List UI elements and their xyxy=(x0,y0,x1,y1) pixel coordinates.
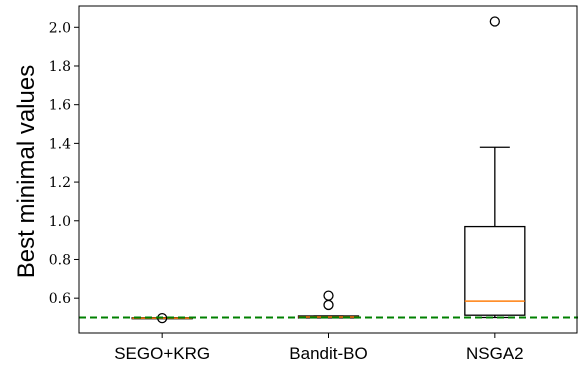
box-2 xyxy=(464,16,526,319)
x-tick-label: Bandit-BO xyxy=(289,344,367,363)
x-axis-ticks: SEGO+KRG Bandit-BO NSGA2 xyxy=(114,333,524,363)
x-tick-label: NSGA2 xyxy=(466,344,524,363)
box-body xyxy=(464,225,526,316)
y-axis-ticks: 0.6 0.8 1.0 1.2 1.4 1.6 1.8 2.0 xyxy=(49,20,79,307)
outlier-point xyxy=(323,290,334,301)
plot-frame xyxy=(78,5,578,334)
y-axis-label: Best minimal values xyxy=(13,65,40,278)
y-tick-label: 2.0 xyxy=(49,20,71,36)
x-tick-label: SEGO+KRG xyxy=(114,344,210,363)
y-tick-label: 0.6 xyxy=(49,291,71,307)
y-tick-label: 0.8 xyxy=(49,252,71,268)
outlier-point xyxy=(489,16,500,27)
outlier-point xyxy=(323,299,334,311)
y-tick-label: 1.2 xyxy=(49,175,71,191)
y-tick-label: 1.4 xyxy=(49,136,71,152)
y-tick-label: 1.0 xyxy=(49,214,71,230)
y-tick-label: 1.6 xyxy=(49,98,71,114)
box-1 xyxy=(297,290,360,319)
y-tick-label: 1.8 xyxy=(49,59,71,75)
box-plot-series xyxy=(131,16,526,324)
